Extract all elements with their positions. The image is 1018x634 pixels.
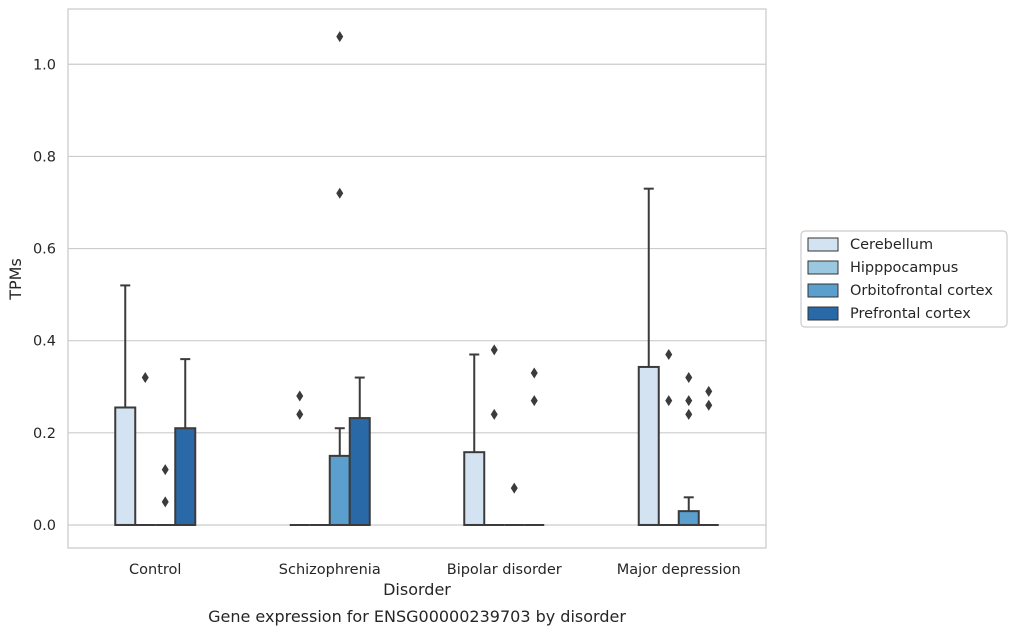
outlier-cerebellum-schizophrenia: [296, 408, 304, 420]
box-body: [637, 365, 660, 526]
box-cerebellum-major-depression: [637, 187, 660, 526]
outlier-orbitofrontal-cortex-schizophrenia: [336, 31, 344, 43]
legend-swatch-prefrontal-cortex: [807, 306, 839, 321]
outlier-orbitofrontal-cortex-major-depression: [685, 408, 693, 420]
box-body: [174, 427, 197, 526]
boxes: [114, 187, 719, 526]
outlier-prefrontal-cortex-bipolar-disorder: [530, 395, 538, 407]
outlier-cerebellum-schizophrenia: [296, 390, 304, 402]
outlier-orbitofrontal-cortex-schizophrenia: [336, 187, 344, 199]
y-tick-label: 0.6: [33, 242, 56, 258]
legend-label-cerebellum: Cerebellum: [850, 237, 933, 253]
y-tick-label: 0.0: [33, 518, 56, 534]
x-tick-labels: Control Schizophrenia Bipolar disorder Majo…: [129, 562, 741, 578]
y-axis-label: TPMs: [6, 258, 25, 301]
outlier-orbitofrontal-cortex-bipolar-disorder: [510, 482, 518, 494]
outlier-prefrontal-cortex-major-depression: [705, 385, 713, 397]
legend-swatch-cerebellum: [807, 237, 839, 252]
outlier-prefrontal-cortex-major-depression: [705, 399, 713, 411]
legend-label-orbitofrontal-cortex: Orbitofrontal cortex: [850, 283, 993, 299]
box-cerebellum-bipolar-disorder: [463, 353, 486, 526]
x-tick-label-major-depression: Major depression: [617, 562, 741, 578]
outliers: [141, 31, 713, 508]
box-body: [348, 417, 371, 526]
box-body: [114, 406, 137, 526]
box-prefrontal-cortex-schizophrenia: [348, 376, 371, 526]
outlier-orbitofrontal-cortex-control: [161, 464, 169, 476]
legend-frame: [800, 230, 1008, 328]
box-prefrontal-cortex-control: [174, 358, 197, 526]
x-axis-label: Disorder: [383, 580, 451, 599]
outlier-hipppocampus-control: [141, 372, 149, 384]
x-tick-label-schizophrenia: Schizophrenia: [279, 562, 381, 578]
box-body: [463, 451, 486, 526]
grid-lines: [68, 63, 766, 526]
chart-title: Gene expression for ENSG00000239703 by d…: [208, 607, 626, 626]
box-cerebellum-control: [114, 284, 137, 526]
box-orbitofrontal-cortex-schizophrenia: [328, 427, 351, 526]
x-tick-label-bipolar-disorder: Bipolar disorder: [447, 562, 562, 578]
legend: Cerebellum Hipppocampus Orbitofrontal cort…: [800, 230, 1008, 328]
legend-swatch-hipppocampus: [807, 260, 839, 275]
outlier-hipppocampus-bipolar-disorder: [490, 344, 498, 356]
legend-label-prefrontal-cortex: Prefrontal cortex: [850, 306, 971, 322]
y-tick-labels: 0.0 0.2 0.4 0.6 0.8 1.0: [33, 57, 56, 534]
box-body: [677, 510, 700, 526]
outlier-hipppocampus-major-depression: [665, 395, 673, 407]
outlier-hipppocampus-bipolar-disorder: [490, 408, 498, 420]
outlier-orbitofrontal-cortex-major-depression: [685, 395, 693, 407]
y-tick-label: 1.0: [33, 57, 56, 73]
y-tick-label: 0.4: [33, 334, 56, 350]
y-tick-label: 0.2: [33, 426, 56, 442]
legend-label-hipppocampus: Hipppocampus: [850, 260, 958, 276]
outlier-prefrontal-cortex-bipolar-disorder: [530, 367, 538, 379]
outlier-orbitofrontal-cortex-major-depression: [685, 372, 693, 384]
legend-swatch-orbitofrontal-cortex: [807, 283, 839, 298]
x-tick-label-control: Control: [129, 562, 181, 578]
box-body: [328, 454, 351, 526]
outlier-orbitofrontal-cortex-control: [161, 496, 169, 508]
box-orbitofrontal-cortex-major-depression: [677, 496, 700, 526]
y-tick-label: 0.8: [33, 149, 56, 165]
plot-frame: [67, 8, 767, 549]
outlier-hipppocampus-major-depression: [665, 349, 673, 361]
